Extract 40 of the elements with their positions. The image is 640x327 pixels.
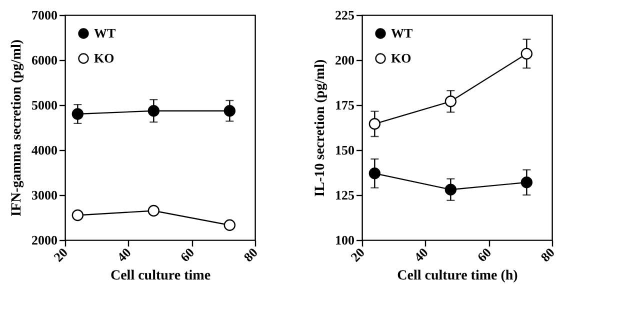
x-tick-label: 40 [114, 244, 134, 265]
y-tick-label: 225 [335, 8, 355, 22]
legend-label: KO [391, 50, 412, 66]
y-tick-label: 125 [335, 188, 355, 202]
point [224, 219, 236, 231]
y-tick-label: 100 [335, 232, 354, 248]
point [520, 48, 533, 60]
legend-label: KO [94, 50, 114, 66]
point [72, 209, 84, 222]
x-tick-label: 80 [538, 244, 558, 265]
legend-label: WT [94, 26, 116, 40]
point [148, 204, 160, 217]
x-tick-label: 40 [410, 244, 431, 265]
x-tick-label: 60 [474, 244, 494, 265]
point [224, 105, 236, 117]
y-tick-label: 4000 [32, 142, 58, 158]
y-axis-title: IL-10 secretion (pg/ml) [313, 58, 328, 197]
point [72, 108, 84, 120]
point [444, 96, 457, 108]
y-tick-label: 3000 [32, 188, 58, 202]
point [368, 118, 381, 130]
y-tick-label: 150 [335, 142, 354, 158]
x-tick-label: 60 [177, 244, 198, 265]
point [148, 105, 160, 117]
y-tick-label: 6000 [32, 52, 58, 68]
x-axis-title: Cell culture time (h) [397, 268, 518, 284]
point [520, 176, 533, 188]
x-tick-label: 80 [240, 244, 260, 265]
y-tick-label: 7000 [32, 8, 58, 22]
y-tick-label: 200 [335, 52, 354, 68]
y-axis-title: IFN-gamma secretion (pg/ml) [10, 39, 24, 217]
x-tick-label: 20 [348, 244, 368, 265]
x-tick-label: 20 [50, 244, 70, 265]
point [444, 184, 457, 196]
y-tick-label: 5000 [32, 98, 58, 112]
y-tick-label: 2000 [32, 232, 58, 248]
x-axis-title: Cell culture time [110, 268, 211, 284]
legend-label: WT [391, 26, 413, 40]
point [368, 168, 381, 180]
y-tick-label: 175 [335, 98, 355, 112]
